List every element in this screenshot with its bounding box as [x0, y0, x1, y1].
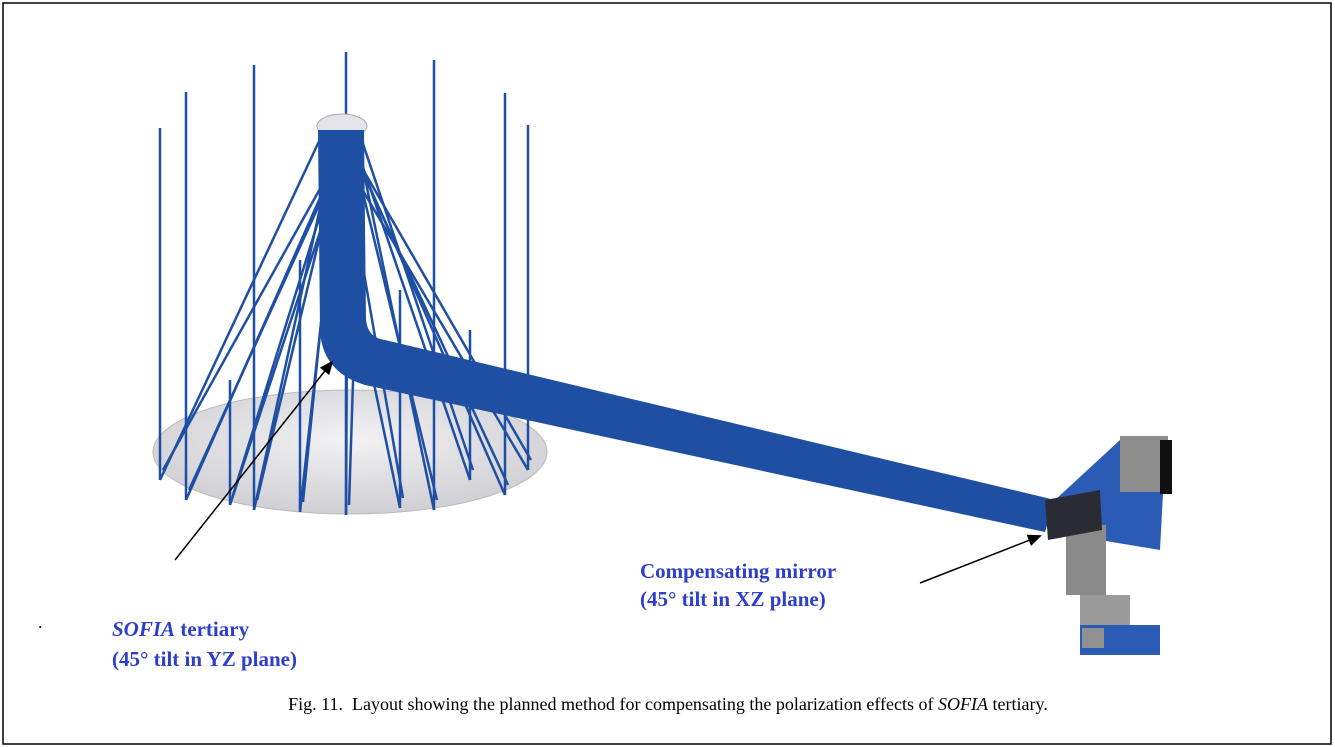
caption-italic: SOFIA [938, 694, 989, 714]
annotation: (45° tilt in YZ plane) [112, 647, 297, 671]
arrow [920, 536, 1040, 583]
page: . SOFIA tertiary (45° tilt in YZ plane) … [0, 0, 1335, 747]
optic [1082, 628, 1104, 648]
caption-text: tertiary. [988, 694, 1048, 714]
optic [1080, 595, 1130, 625]
caption-text: Fig. 11. Layout showing the planned meth… [288, 694, 938, 714]
annotation-italic: SOFIA [112, 617, 175, 641]
figure: . SOFIA tertiary (45° tilt in YZ plane) … [0, 0, 1335, 747]
caption: Fig. 11. Layout showing the planned meth… [288, 694, 1048, 714]
annotation: Compensating mirror [640, 559, 836, 583]
annotation-text: tertiary [175, 617, 250, 641]
annotation: (45° tilt in XZ plane) [640, 587, 826, 611]
annotation: SOFIA tertiary [112, 617, 250, 641]
stray-mark: . [38, 612, 43, 632]
optic [1160, 440, 1172, 494]
